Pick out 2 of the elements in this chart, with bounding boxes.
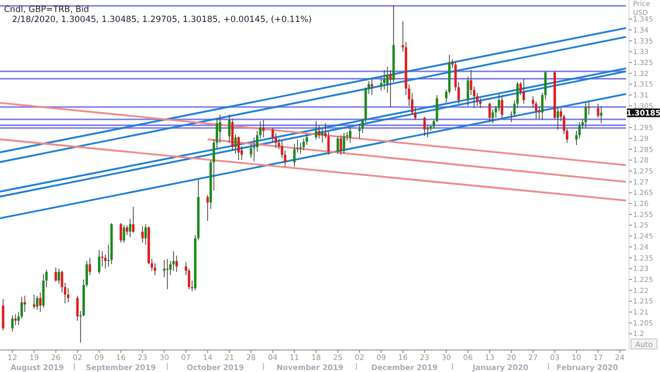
text: Cndl, GBP=TRB, Bid: [4, 5, 90, 15]
text: 2/18/2020, 1.30045, 1.30485, 1.29705, 1.30185, +0.00145, (+0.11%): [12, 15, 312, 25]
